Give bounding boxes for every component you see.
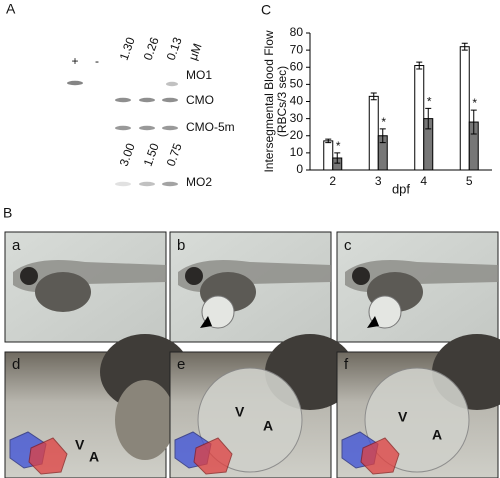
- photo-label: b: [177, 237, 185, 254]
- error-bar: [325, 138, 332, 144]
- decor: [67, 80, 178, 187]
- conc-label: 1.30: [117, 35, 138, 62]
- conc-label: 1.50: [141, 141, 162, 168]
- x-tick-label: 3: [375, 174, 382, 188]
- arrowhead: [200, 316, 212, 328]
- conc-label: 0.26: [141, 35, 162, 62]
- conc-label: μM: [186, 41, 205, 62]
- chamber-label: A: [263, 418, 273, 434]
- yolk: [35, 272, 91, 312]
- bar: [459, 46, 470, 171]
- significance-mark: *: [336, 139, 341, 153]
- conc-label: 0.75: [164, 141, 185, 168]
- significance-mark: *: [381, 115, 386, 129]
- edema: [201, 295, 235, 329]
- chamber-label: A: [432, 427, 442, 443]
- y-tick-label: 80: [290, 25, 304, 39]
- eye: [185, 267, 203, 285]
- bar: [414, 65, 425, 171]
- x-axis-label: dpf: [392, 181, 410, 196]
- bar: [368, 95, 379, 171]
- conc-label: 0.13: [164, 35, 185, 62]
- y-tick-label: 40: [290, 94, 304, 108]
- gel-band: [139, 97, 155, 103]
- atrium-outline: [193, 437, 233, 475]
- error-bar: [416, 61, 423, 70]
- band-label: CMO-5m: [186, 120, 235, 134]
- chamber-label: A: [89, 449, 99, 465]
- chamber-label: V: [398, 409, 408, 425]
- gel-band: [115, 125, 131, 131]
- error-bar: [379, 128, 386, 144]
- arrowhead: [367, 316, 379, 328]
- gel-band: [67, 80, 83, 86]
- lane-label: +: [71, 54, 78, 68]
- band-label: MO2: [186, 175, 212, 189]
- gel-band: [139, 125, 155, 131]
- y-tick-label: 30: [290, 111, 304, 125]
- chamber-label: V: [235, 404, 245, 420]
- conc-label: 3.00: [117, 141, 138, 168]
- error-bar: [461, 42, 468, 51]
- chamber-label: V: [75, 437, 85, 453]
- band-label: MO1: [186, 68, 212, 82]
- y-tick-label: 60: [290, 59, 304, 73]
- error-bar: [425, 107, 432, 130]
- lane-label: -: [95, 54, 99, 68]
- gel-band: [139, 181, 155, 187]
- panel-label: B: [3, 205, 12, 221]
- gel-band: [162, 97, 178, 103]
- significance-mark: *: [472, 96, 477, 110]
- panel-label: A: [6, 1, 16, 17]
- yolk: [100, 334, 190, 410]
- error-bar: [334, 152, 341, 164]
- y-tick-label: 70: [290, 42, 304, 56]
- y-axis-label: Intersegmental Blood Flow: [262, 30, 276, 172]
- eye: [20, 267, 38, 285]
- gel-band: [162, 125, 178, 131]
- atrium-outline: [360, 437, 400, 475]
- photo-label: c: [344, 237, 352, 254]
- y-tick-label: 20: [290, 128, 304, 142]
- x-tick-label: 2: [329, 174, 336, 188]
- gel-band: [162, 181, 178, 187]
- x-tick-label: 5: [466, 174, 473, 188]
- tissue: [115, 380, 175, 460]
- y-tick-label: 0: [296, 162, 303, 176]
- error-bar: [370, 92, 377, 101]
- panel-label: C: [261, 2, 271, 18]
- y-axis-label: (RBCs/3 sec): [275, 66, 289, 137]
- eye: [352, 267, 370, 285]
- photo-label: a: [12, 237, 21, 254]
- significance-mark: *: [427, 95, 432, 109]
- error-bar: [470, 109, 477, 135]
- gel-band: [115, 97, 131, 103]
- bar: [323, 140, 334, 171]
- photo-label: e: [177, 356, 185, 373]
- photo-label: d: [12, 356, 20, 373]
- atrium-outline: [28, 437, 68, 475]
- x-tick-label: 4: [420, 174, 427, 188]
- y-tick-label: 10: [290, 145, 304, 159]
- edema: [368, 295, 402, 329]
- y-tick-label: 50: [290, 77, 304, 91]
- gel-band: [166, 81, 178, 87]
- gel-band: [115, 181, 131, 187]
- photo-label: f: [344, 356, 349, 373]
- photos: [4, 231, 500, 478]
- band-label: CMO: [186, 93, 214, 107]
